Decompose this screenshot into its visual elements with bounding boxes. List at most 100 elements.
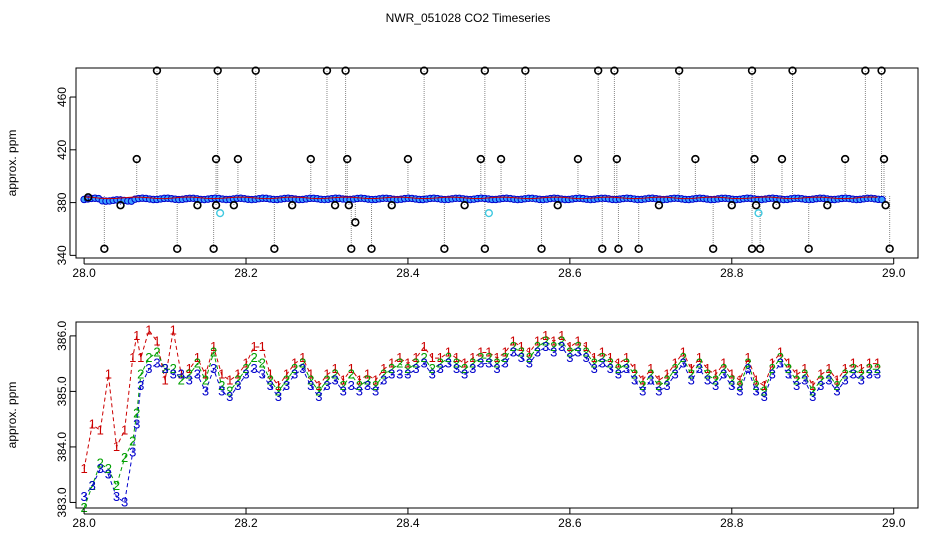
series-1-point: 1 <box>291 356 298 371</box>
series-2-point: 2 <box>364 372 371 387</box>
series-2-point: 2 <box>170 361 177 376</box>
series-3-point: 3 <box>833 383 840 398</box>
series-1-point: 1 <box>728 367 735 382</box>
panel2-frame <box>75 321 919 509</box>
series-2-point: 2 <box>307 372 314 387</box>
series-1-point: 1 <box>331 361 338 376</box>
series-1-point: 1 <box>80 461 87 476</box>
series-1-point: 1 <box>356 372 363 387</box>
series-2-point: 2 <box>210 345 217 360</box>
series-3-point: 3 <box>437 361 444 376</box>
outlier-point <box>598 244 607 253</box>
series-3-point: 3 <box>283 378 290 393</box>
series-1-point: 1 <box>178 367 185 382</box>
series-1-point: 1 <box>396 350 403 365</box>
series-3-point: 3 <box>275 389 282 404</box>
outlier-point <box>755 244 765 253</box>
series-1-point: 1 <box>445 345 452 360</box>
series-1-point: 1 <box>137 350 144 365</box>
series-3-point: 3 <box>307 378 314 393</box>
series-1-point: 1 <box>785 356 792 371</box>
low-point <box>754 209 763 218</box>
outlier-point <box>341 66 350 75</box>
series-3-point: 3 <box>518 350 525 365</box>
outlier-point <box>387 201 396 210</box>
series-3-point: 3 <box>105 467 112 482</box>
outlier-point <box>233 154 243 164</box>
outlier-point <box>861 66 870 75</box>
outlier-point <box>877 66 886 75</box>
series-1-point: 1 <box>202 367 209 382</box>
series-3-point: 3 <box>841 372 848 387</box>
series-3-point: 3 <box>323 378 330 393</box>
series-2-point: 2 <box>825 367 832 382</box>
series-3-point: 3 <box>469 361 476 376</box>
series-2-point: 2 <box>493 356 500 371</box>
series-1-line <box>83 329 878 470</box>
series-3-point: 3 <box>97 461 104 476</box>
panel1-ytick-label: 460 <box>55 87 69 107</box>
series-2-point: 2 <box>680 350 687 365</box>
outlier-point <box>343 154 352 164</box>
series-1-point: 1 <box>170 322 177 337</box>
series-3-point: 3 <box>133 417 140 432</box>
panel1-xtick-label: 28.4 <box>396 266 420 280</box>
series-3-point: 3 <box>769 367 776 382</box>
series-3-point: 3 <box>186 372 193 387</box>
series-1-point: 1 <box>688 361 695 376</box>
outlier-point <box>351 218 360 227</box>
cluster-point <box>878 195 886 204</box>
outlier-point <box>83 193 93 202</box>
series-1-point: 1 <box>420 339 427 354</box>
low-point <box>216 209 225 218</box>
series-2-point: 2 <box>647 367 654 382</box>
series-1-point: 1 <box>558 328 565 343</box>
series-2-point: 2 <box>340 378 347 393</box>
series-1-point: 1 <box>267 367 274 382</box>
series-3-point: 3 <box>793 378 800 393</box>
series-1-point: 1 <box>153 333 160 348</box>
series-2-point: 2 <box>412 356 419 371</box>
outlier-point <box>751 201 761 210</box>
series-2-point: 2 <box>356 378 363 393</box>
series-3-point: 3 <box>874 367 881 382</box>
series-2-point: 2 <box>833 378 840 393</box>
series-1-point: 1 <box>647 361 654 376</box>
series-2-point: 2 <box>145 350 152 365</box>
outlier-point <box>347 244 356 253</box>
panel1-axes: 28.0 28.2 28.4 28.6 28.8 29.0 340 380 420 460 <box>55 87 906 280</box>
series-3-point: 3 <box>242 367 249 382</box>
series-3-point: 3 <box>356 383 363 398</box>
series-3-point: 3 <box>671 367 678 382</box>
series-3-point: 3 <box>364 378 371 393</box>
series-1-point: 1 <box>736 372 743 387</box>
outlier-point <box>777 154 787 164</box>
series-3-point: 3 <box>607 361 614 376</box>
series-3-point: 3 <box>259 367 266 382</box>
series-1-point: 1 <box>186 361 193 376</box>
series-3-point: 3 <box>485 356 492 371</box>
series-3-point: 3 <box>267 378 274 393</box>
series-1-point: 1 <box>858 361 865 376</box>
series-2-point: 2 <box>809 383 816 398</box>
series-2-point: 2 <box>752 378 759 393</box>
series-2-point: 2 <box>558 333 565 348</box>
series-1-point: 1 <box>348 361 355 376</box>
series-2-point: 2 <box>275 383 282 398</box>
series-3-point: 3 <box>696 361 703 376</box>
series-3-point: 3 <box>420 356 427 371</box>
outlier-point <box>480 66 490 75</box>
series-1-point: 1 <box>712 367 719 382</box>
series-1-point: 1 <box>655 372 662 387</box>
outlier-point <box>885 244 894 253</box>
panel2-ylabel: approx. ppm <box>5 382 19 449</box>
series-3-point: 3 <box>299 361 306 376</box>
series-3-point: 3 <box>194 367 201 382</box>
outlier-point <box>634 244 643 253</box>
series-2-point: 2 <box>242 361 249 376</box>
series-1-point: 1 <box>777 345 784 360</box>
series-1-point: 1 <box>501 345 508 360</box>
outlier-point <box>521 66 530 75</box>
series-3-point: 3 <box>639 383 646 398</box>
panel2-xtick-label: 28.6 <box>558 516 582 530</box>
